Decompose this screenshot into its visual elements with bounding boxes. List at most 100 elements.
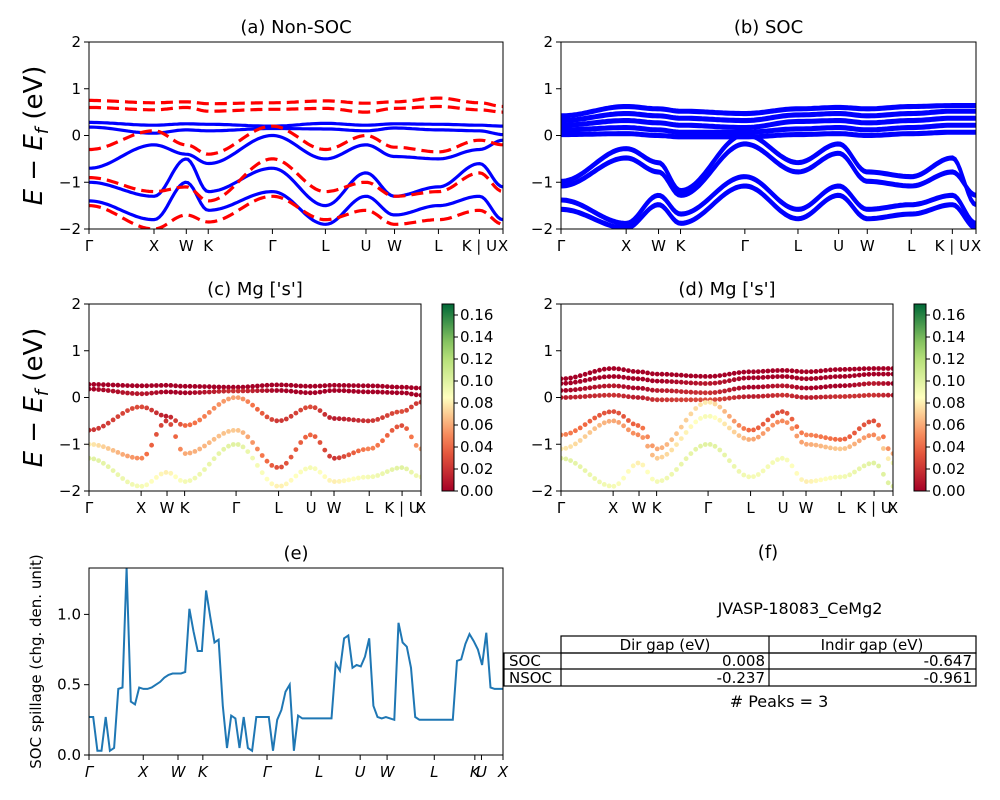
colorbar-c [441, 303, 455, 492]
band-point-c-0-51 [332, 382, 337, 388]
band-point-c-4-24 [202, 467, 207, 472]
band-point-c-4-15 [158, 471, 164, 477]
band-point-c-2-5 [110, 417, 116, 423]
band-point-d-2-52 [808, 385, 814, 391]
band-point-d-2-3 [573, 387, 578, 393]
band-point-c-3-22 [192, 449, 198, 454]
band-point-d-6-12 [616, 481, 622, 487]
band-point-d-0-25 [678, 372, 684, 378]
xtick-label-c-8: L [365, 499, 374, 517]
band-line-b-0-8-1 [561, 183, 976, 229]
band-point-c-0-55 [351, 383, 356, 388]
band-point-d-1-4 [577, 379, 583, 384]
band-point-c-4-22 [192, 475, 198, 481]
band-point-c-3-28 [221, 431, 227, 436]
gap-table-row-soc-label: SOC [509, 652, 541, 670]
band-point-c-4-49 [322, 474, 328, 480]
band-point-d-5-58 [837, 446, 843, 452]
ytick-label-c-1: 1 [71, 342, 81, 360]
band-point-d-4-15 [630, 421, 636, 427]
band-point-c-4-38 [269, 481, 275, 487]
band-point-d-6-5 [582, 468, 588, 473]
band-point-d-1-26 [683, 380, 689, 385]
band-point-c-1-48 [317, 389, 323, 395]
band-point-d-2-2 [568, 387, 573, 393]
band-point-d-0-2 [568, 375, 573, 381]
band-point-c-3-69 [418, 446, 421, 452]
band-point-c-0-64 [394, 384, 400, 390]
band-point-c-4-37 [264, 476, 270, 482]
gap-table-row-soc-dir: 0.008 [722, 652, 765, 670]
band-point-d-3-8 [597, 393, 602, 398]
band-point-c-3-56 [356, 448, 361, 454]
band-point-c-1-14 [154, 390, 159, 395]
band-point-d-0-39 [746, 369, 752, 375]
band-point-d-3-58 [837, 394, 843, 399]
band-point-c-1-24 [202, 389, 207, 395]
ytick-label-e-0: 0.0 [57, 746, 81, 764]
band-point-d-5-16 [635, 432, 641, 438]
xtick-label-a-1: X [149, 237, 159, 255]
band-point-d-6-18 [645, 469, 650, 475]
band-point-d-5-1 [563, 445, 569, 451]
scatter-d [561, 366, 893, 489]
band-point-d-6-13 [621, 475, 626, 481]
colorbar-tick-label-c-2: 0.12 [460, 350, 493, 368]
xtick-label-b-4: Γ [741, 237, 750, 255]
band-point-c-2-31 [235, 395, 241, 400]
band-point-c-4-32 [240, 444, 246, 450]
band-point-c-2-15 [158, 412, 164, 418]
band-point-d-1-27 [688, 380, 694, 386]
band-point-d-5-12 [616, 420, 622, 425]
band-point-d-3-48 [789, 393, 795, 399]
band-point-d-6-60 [847, 472, 853, 478]
band-point-c-3-27 [216, 433, 222, 439]
band-point-c-1-65 [399, 390, 405, 396]
band-point-c-1-36 [259, 388, 265, 393]
gap-table-header-dir: Dir gap (eV) [620, 636, 711, 654]
band-point-d-2-6 [587, 385, 593, 391]
band-point-c-3-14 [154, 432, 159, 437]
band-point-d-1-28 [693, 380, 699, 386]
band-point-d-2-40 [751, 384, 756, 390]
band-point-c-4-27 [216, 451, 222, 456]
band-point-d-1-6 [587, 377, 593, 382]
band-point-d-4-49 [794, 424, 800, 430]
band-point-c-0-24 [202, 384, 207, 389]
band-point-d-5-25 [678, 436, 684, 441]
band-point-d-1-44 [770, 374, 776, 380]
band-point-c-1-15 [158, 389, 164, 395]
band-point-d-5-21 [659, 454, 665, 460]
band-point-d-2-15 [630, 385, 636, 391]
band-point-c-2-4 [105, 420, 111, 426]
band-line-b-0-4-1 [561, 129, 976, 138]
band-point-c-3-45 [303, 434, 308, 440]
band-point-d-1-22 [664, 379, 670, 384]
xtick-label-c-10: X [416, 499, 426, 517]
band-point-c-4-44 [298, 469, 304, 475]
band-point-d-1-10 [606, 374, 612, 379]
band-point-c-4-54 [346, 477, 352, 483]
band-point-c-1-5 [110, 388, 116, 394]
band-point-d-2-34 [722, 388, 727, 394]
band-point-d-3-54 [818, 394, 824, 400]
axes-frame-e [88, 567, 504, 756]
band-point-d-1-58 [837, 374, 843, 379]
band-point-d-2-8 [597, 384, 602, 389]
band-point-c-0-8 [125, 383, 130, 388]
band-point-c-0-54 [346, 383, 352, 388]
band-point-d-2-57 [832, 383, 838, 389]
band-point-d-3-43 [765, 393, 771, 399]
band-point-d-2-61 [852, 382, 857, 388]
band-point-c-0-53 [341, 383, 347, 388]
band-point-c-3-66 [404, 426, 409, 431]
band-point-c-3-64 [394, 424, 400, 430]
band-point-c-2-55 [351, 417, 356, 423]
band-point-c-0-48 [317, 383, 323, 389]
colorbar-tick-label-d-2: 0.12 [932, 350, 965, 368]
band-point-c-1-26 [211, 389, 217, 395]
band-point-d-0-8 [597, 367, 602, 373]
gap-table-header-indir: Indir gap (eV) [821, 636, 924, 654]
band-point-d-2-65 [871, 381, 877, 386]
colorbar-tick-label-d-3: 0.10 [932, 372, 965, 390]
